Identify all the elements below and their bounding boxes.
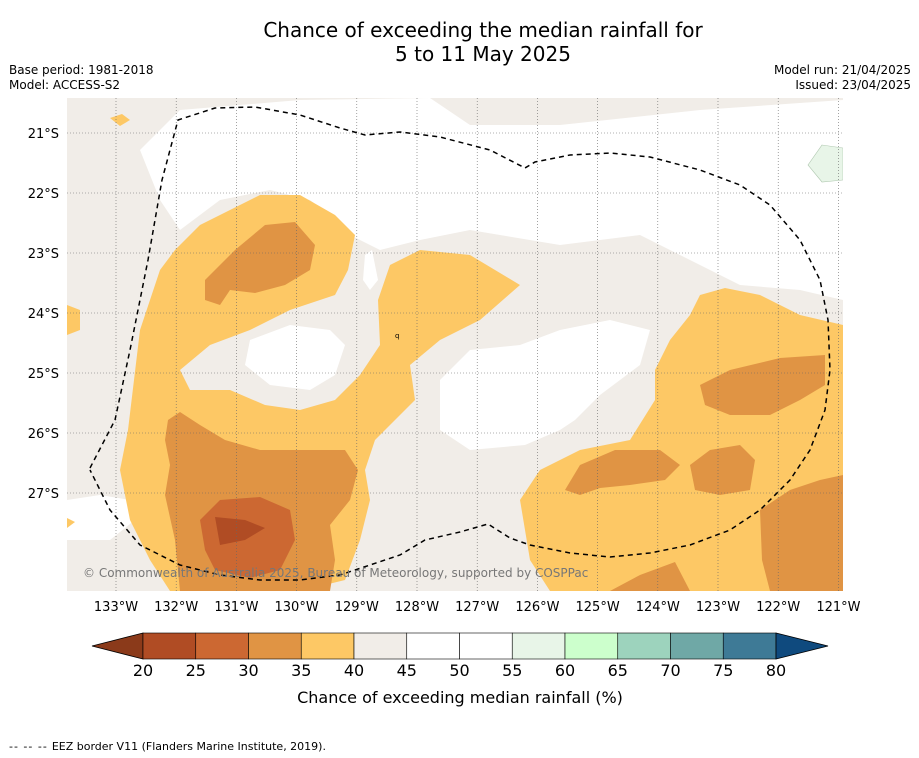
region-white-central [440,320,650,450]
colorbar-swatch [617,632,671,660]
colorbar-swatch [459,632,513,660]
title-line-1: Chance of exceeding the median rainfall … [263,18,703,42]
lon-label: 129°W [335,600,379,615]
colorbar-tick: 55 [502,661,522,680]
region-white-left [245,325,345,390]
colorbar-swatch [300,632,355,660]
issued-date: Issued: 23/04/2025 [795,78,911,92]
region-orange-east-2 [690,445,755,495]
colorbar-swatch [142,632,197,660]
colorbar-swatch [248,632,302,660]
colorbar-tick: 30 [238,661,258,680]
colorbar-tick: 40 [344,661,364,680]
colorbar-tick: 70 [660,661,680,680]
lon-label: 125°W [576,600,620,615]
map-title: Chance of exceeding the median rainfall … [0,18,919,66]
contour-mark: q [395,332,399,340]
region-orange-east-1 [700,355,825,415]
lon-label: 128°W [395,600,439,615]
colorbar-swatch [564,632,619,660]
lon-label: 131°W [214,600,258,615]
colorbar-swatch [722,632,777,660]
region-white-north [140,98,843,300]
colorbar-extend-low [91,632,144,660]
colorbar-tick: 80 [766,661,786,680]
lon-label: 123°W [696,600,740,615]
legend-note: -- -- -- EEZ border V11 (Flanders Marine … [9,740,326,753]
model-name: Model: ACCESS-S2 [9,78,121,92]
lon-label: 130°W [275,600,319,615]
colorbar-tick: 65 [608,661,628,680]
lon-label: 126°W [515,600,559,615]
meta-left: Base period: 1981-2018 Model: ACCESS-S2 [9,63,154,93]
region-white-sw [67,495,135,540]
lat-label: 23°S [28,247,59,262]
region-orange-se [760,475,843,591]
colorbar-swatch [195,632,249,660]
lon-label: 121°W [816,600,860,615]
lat-label: 27°S [28,487,59,502]
colorbar-tick: 45 [397,661,417,680]
colorbar-tick: 35 [291,661,311,680]
model-run: Model run: 21/04/2025 [773,63,911,77]
colorbar-tick: 25 [186,661,206,680]
lat-label: 24°S [28,307,59,322]
lat-label: 26°S [28,427,59,442]
lon-label: 133°W [94,600,138,615]
lat-label: 21°S [28,127,59,142]
region-white-fleck [363,250,378,290]
lon-label: 124°W [636,600,680,615]
longitude-labels: 133°W 132°W 131°W 130°W 129°W 128°W 127°W 126°W… [94,600,861,615]
colorbar-label: Chance of exceeding median rainfall (%) [297,688,623,707]
colorbar-swatch [670,632,724,660]
region-green-ne [807,144,843,183]
eez-legend-text: EEZ border V11 (Flanders Marine Institut… [51,740,326,753]
colorbar-swatch [353,632,408,660]
region-yellow-fleck-w [67,305,80,335]
title-line-2: 5 to 11 May 2025 [395,42,571,66]
lon-label: 122°W [756,600,800,615]
lat-label: 22°S [28,187,59,202]
colorbar-swatch [511,632,566,660]
region-deep-orange-core [215,517,265,545]
copyright-notice: © Commonwealth of Australia 2025, Bureau… [83,566,588,580]
colorbar-swatch [406,632,460,660]
lon-label: 127°W [455,600,499,615]
lat-label: 25°S [28,367,59,382]
lon-label: 132°W [154,600,198,615]
probability-field: q [67,98,843,591]
graticule [67,98,843,591]
colorbar-tick: 60 [555,661,575,680]
meta-right: Model run: 21/04/2025 Issued: 23/04/2025 [774,63,911,93]
region-yellow-fleck-sw [67,518,75,528]
base-period: Base period: 1981-2018 [9,63,154,77]
colorbar-tick: 20 [133,661,153,680]
region-orange-s [610,562,690,591]
eez-border [89,106,831,581]
region-orange-north [205,222,315,305]
colorbar-tick: 75 [713,661,733,680]
colorbar-tick: 50 [449,661,469,680]
colorbar: 20 25 30 35 40 45 50 55 60 65 70 75 80 [91,632,829,680]
colorbar-extend-high [775,632,829,660]
region-yellow-fleck-nw [110,114,130,126]
eez-legend-dash: -- -- -- [9,740,48,753]
latitude-labels: 21°S 22°S 23°S 24°S 25°S 26°S 27°S [28,127,59,502]
region-orange-east-3 [565,450,680,495]
